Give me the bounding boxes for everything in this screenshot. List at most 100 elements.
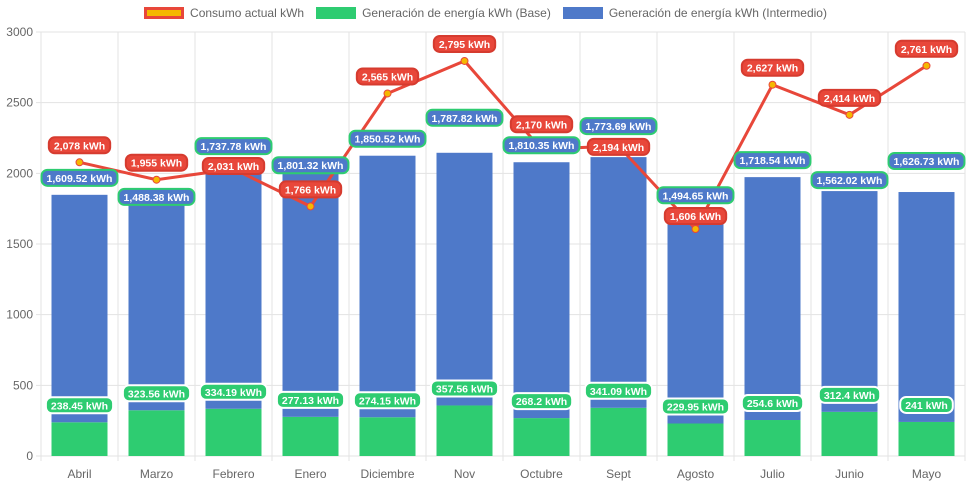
line-point <box>691 225 700 234</box>
data-label-consumo: 2,414 kWh <box>824 93 875 105</box>
y-tick-label: 1000 <box>6 308 33 322</box>
data-label-base-bg <box>429 379 500 398</box>
data-label-intermedio-bg <box>502 136 581 155</box>
data-label-consumo-group: 2,031 kWh <box>201 156 266 175</box>
data-label-consumo: 2,761 kWh <box>901 44 952 56</box>
data-label-intermedio-bg <box>810 171 889 190</box>
data-label-intermedio: 1,718.54 kWh <box>740 155 806 167</box>
data-label-intermedio: 1,801.32 kWh <box>278 160 344 172</box>
data-label-intermedio-bg <box>271 156 350 175</box>
data-label-consumo: 2,565 kWh <box>362 71 413 83</box>
bar-base <box>513 418 570 456</box>
data-label-base-group: 277.13 kWh <box>275 390 346 409</box>
data-label-base-bg <box>352 391 423 410</box>
data-label-intermedio-bg <box>579 117 658 136</box>
line-point <box>152 175 161 184</box>
data-label-intermedio: 1,810.35 kWh <box>509 140 575 152</box>
bar-base <box>898 421 955 456</box>
data-label-intermedio-group: 1,787.82 kWh <box>425 108 504 127</box>
data-label-intermedio: 1,626.73 kWh <box>894 156 960 168</box>
data-label-consumo-group: 2,078 kWh <box>47 136 112 155</box>
data-label-base-bg <box>509 392 574 411</box>
data-label-base-bg <box>740 394 805 413</box>
data-label-base-group: 274.15 kWh <box>352 391 423 410</box>
data-label-base: 274.15 kWh <box>359 395 416 407</box>
data-label-consumo-group: 2,194 kWh <box>586 137 651 156</box>
data-label-intermedio-group: 1,562.02 kWh <box>810 171 889 190</box>
data-label-base: 241 kWh <box>905 400 948 412</box>
data-label-base-group: 241 kWh <box>899 395 954 414</box>
legend-label: Generación de energía kWh (Base) <box>362 6 551 20</box>
data-label-base: 334.19 kWh <box>205 387 262 399</box>
data-label-base-bg <box>583 381 654 400</box>
x-tick-label: Febrero <box>212 467 254 481</box>
bar-base <box>359 417 416 456</box>
data-label-intermedio-bg <box>887 152 966 171</box>
legend-swatch <box>316 7 357 19</box>
data-label-consumo-bg <box>663 207 728 226</box>
data-label-consumo-group: 2,761 kWh <box>894 39 959 58</box>
data-label-intermedio-group: 1,718.54 kWh <box>733 151 812 170</box>
bar-base <box>821 411 878 456</box>
x-tick-label: Nov <box>454 467 475 481</box>
legend-swatch <box>144 7 185 19</box>
bar-base <box>282 416 339 456</box>
data-label-base-bg <box>275 390 346 409</box>
bar-intermedio <box>128 199 185 411</box>
data-label-intermedio-bg <box>656 186 735 205</box>
data-label-base-group: 238.45 kWh <box>44 396 115 415</box>
data-label-intermedio: 1,850.52 kWh <box>355 134 421 146</box>
x-tick-label: Agosto <box>677 467 715 481</box>
bar-base <box>667 423 724 456</box>
data-label-consumo: 2,795 kWh <box>439 39 490 51</box>
legend-label: Generación de energía kWh (Intermedio) <box>608 6 827 20</box>
data-label-base-group: 312.4 kWh <box>817 385 882 404</box>
data-label-intermedio: 1,562.02 kWh <box>817 175 883 187</box>
line-point <box>383 89 392 98</box>
data-label-base-group: 229.95 kWh <box>660 397 731 416</box>
bar-intermedio <box>667 212 724 424</box>
data-label-intermedio-group: 1,773.69 kWh <box>579 117 658 136</box>
data-label-intermedio: 1,737.78 kWh <box>201 141 267 153</box>
legend-item-base[interactable]: Generación de energía kWh (Base) <box>316 6 551 20</box>
x-tick-label: Diciembre <box>360 467 414 481</box>
data-label-base-bg <box>899 395 954 414</box>
data-label-consumo-bg <box>894 39 959 58</box>
data-label-base: 312.4 kWh <box>824 390 875 402</box>
y-tick-label: 2000 <box>6 166 33 180</box>
legend-label: Consumo actual kWh <box>190 6 305 20</box>
data-label-base: 229.95 kWh <box>667 402 724 414</box>
data-label-intermedio-group: 1,737.78 kWh <box>194 137 273 156</box>
data-label-base-bg <box>121 384 192 403</box>
bar-base <box>436 405 493 456</box>
y-tick-label: 1500 <box>6 237 33 251</box>
data-label-intermedio-bg <box>40 168 119 187</box>
data-label-consumo-bg <box>740 58 805 77</box>
data-label-consumo-group: 2,795 kWh <box>432 34 497 53</box>
bar-base <box>128 410 185 456</box>
data-label-consumo: 2,194 kWh <box>593 142 644 154</box>
legend-item-intermedio[interactable]: Generación de energía kWh (Intermedio) <box>562 6 827 20</box>
data-label-base-bg <box>198 382 269 401</box>
data-label-base-group: 341.09 kWh <box>583 381 654 400</box>
data-label-base: 341.09 kWh <box>590 386 647 398</box>
data-label-base: 238.45 kWh <box>51 400 108 412</box>
y-tick-label: 500 <box>13 378 33 392</box>
x-tick-label: Sept <box>606 467 631 481</box>
data-label-consumo: 2,170 kWh <box>516 119 567 131</box>
legend-item-consumo[interactable]: Consumo actual kWh <box>144 6 304 20</box>
data-label-base: 357.56 kWh <box>436 383 493 395</box>
data-label-base-bg <box>817 385 882 404</box>
data-label-consumo: 2,627 kWh <box>747 63 798 75</box>
data-label-consumo-bg <box>355 67 420 86</box>
data-label-base-group: 357.56 kWh <box>429 379 500 398</box>
data-label-intermedio-group: 1,488.38 kWh <box>117 187 196 206</box>
data-label-consumo: 2,031 kWh <box>208 161 259 173</box>
data-label-consumo: 2,078 kWh <box>54 140 105 152</box>
y-tick-label: 3000 <box>6 25 33 39</box>
data-label-base-group: 268.2 kWh <box>509 392 574 411</box>
data-label-base: 277.13 kWh <box>282 395 339 407</box>
x-tick-label: Enero <box>294 467 326 481</box>
data-label-consumo-group: 1,766 kWh <box>278 180 343 199</box>
